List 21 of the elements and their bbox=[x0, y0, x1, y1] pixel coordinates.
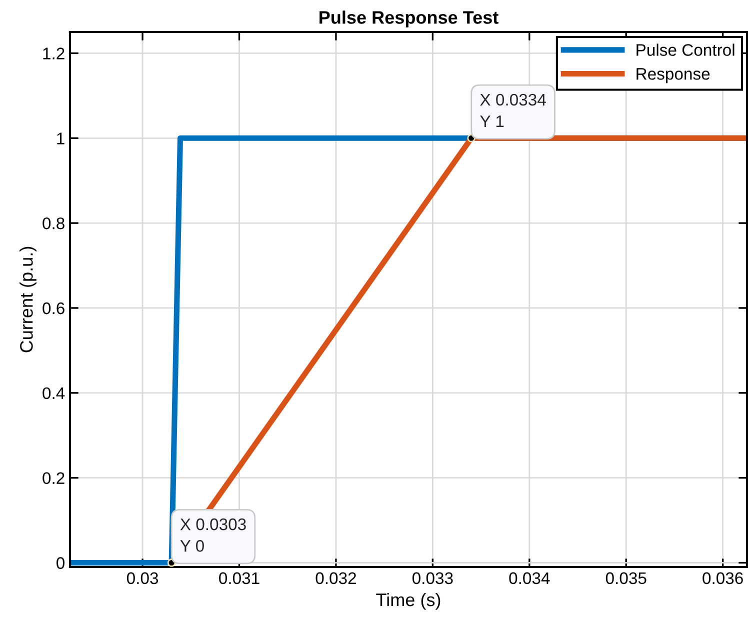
x-tick-label: 0.036 bbox=[702, 572, 743, 584]
x-tick-label: 0.031 bbox=[219, 572, 260, 584]
y-tick-label: 0 bbox=[56, 557, 64, 569]
chart-title: Pulse Response Test bbox=[320, 10, 498, 28]
annotation: X 0.0303 Y 0 bbox=[180, 518, 246, 552]
y-tick-label: 0.8 bbox=[42, 217, 64, 230]
y-axis-title: Current (p.u.) bbox=[20, 246, 36, 352]
y-tick-label: 0.6 bbox=[42, 302, 64, 314]
y-tick-label: 1.2 bbox=[43, 48, 64, 60]
legend-label: Response bbox=[636, 68, 710, 84]
y-tick-label: 1 bbox=[57, 132, 64, 144]
x-tick-label: 0.035 bbox=[606, 572, 646, 584]
x-tick-label: 0.032 bbox=[316, 572, 356, 584]
annotation: X 0.0334 Y 1 bbox=[480, 94, 546, 128]
x-tick-label: 0.034 bbox=[509, 572, 550, 584]
x-tick-label: 0.03 bbox=[126, 572, 158, 584]
y-tick-label: 0.4 bbox=[42, 387, 65, 400]
x-axis-title: Time (s) bbox=[376, 592, 440, 610]
y-tick-label: 0.2 bbox=[42, 472, 64, 484]
legend-label: Pulse Control bbox=[636, 44, 734, 56]
x-tick-label: 0.033 bbox=[412, 572, 453, 584]
